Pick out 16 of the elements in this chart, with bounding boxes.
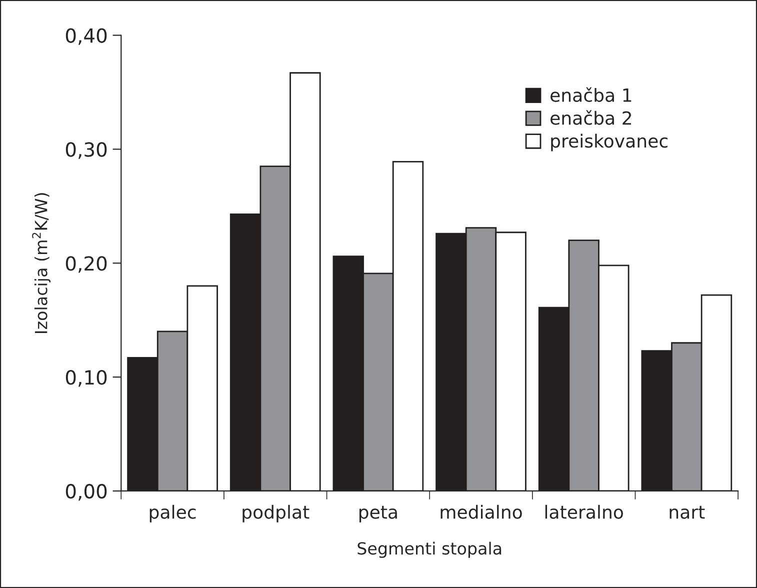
x-tick-label: medialno [440, 504, 522, 519]
x-axis-title: Segmenti stopala [358, 542, 502, 558]
y-axis-title: Izolacija (m$^{2}$K/W) [32, 193, 51, 333]
x-tick-label: lateralno [545, 504, 623, 519]
legend-label: enačba 1 [550, 87, 632, 102]
x-tick-label: nart [670, 506, 705, 519]
y-tick-label: 0,10 [66, 370, 107, 387]
legend-label: preiskovanec [551, 134, 668, 152]
x-tick-label: palec [150, 504, 196, 522]
y-tick-label: 0,40 [66, 28, 107, 45]
x-tick-label: peta [359, 506, 397, 522]
y-tick-label: 0,20 [66, 256, 107, 273]
y-tick-label: 0,00 [66, 484, 107, 501]
legend-label: enačba 2 [550, 110, 632, 125]
y-tick-label: 0,30 [66, 142, 107, 159]
x-tick-label: podplat [242, 504, 310, 522]
